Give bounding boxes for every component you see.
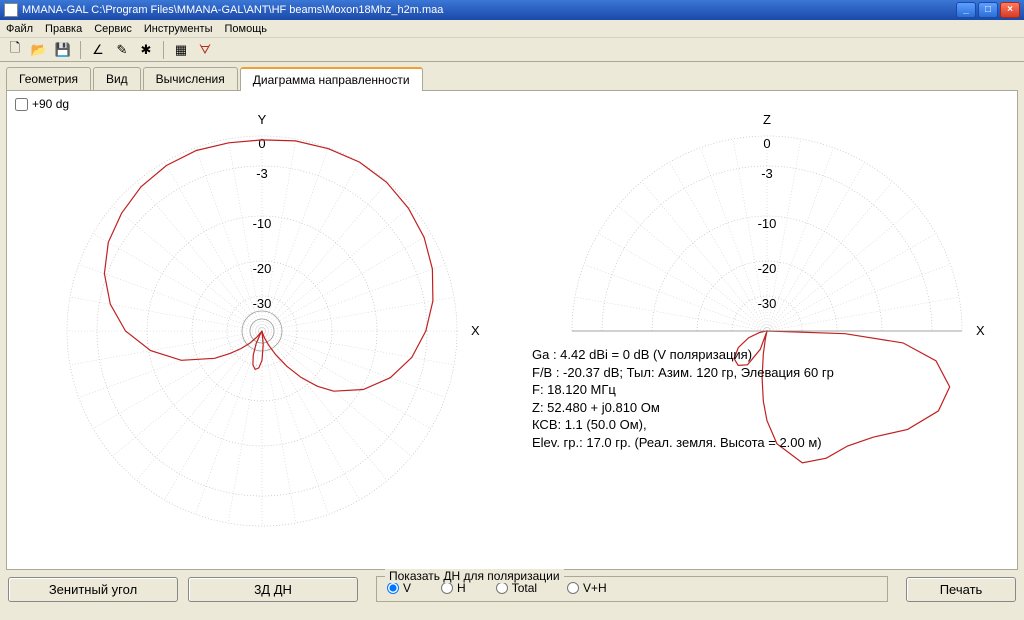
tab-bar: Геометрия Вид Вычисления Диаграмма напра… (0, 62, 1024, 90)
maximize-button[interactable]: □ (978, 2, 998, 18)
svg-text:0: 0 (258, 136, 265, 151)
tab-geometry[interactable]: Геометрия (6, 67, 91, 91)
tab-pattern[interactable]: Диаграмма направленности (240, 67, 423, 91)
pattern-canvas: 0 -3 -10 -20 -30 Y X 0 -3 -10 -20 -30 Z X (7, 91, 1017, 569)
info-swr: КСВ: 1.1 (50.0 Ом), (532, 416, 834, 434)
pol-v-label: V (403, 581, 411, 595)
svg-text:X: X (471, 323, 480, 338)
tool-edit-icon[interactable]: ✎ (113, 41, 131, 59)
window-title: MMANA-GAL C:\Program Files\MMANA-GAL\ANT… (22, 4, 956, 16)
open-file-icon[interactable]: 📂 (30, 41, 48, 59)
pol-total-label: Total (512, 581, 537, 595)
menu-tools[interactable]: Инструменты (144, 23, 213, 35)
close-button[interactable]: × (1000, 2, 1020, 18)
info-freq: F: 18.120 МГц (532, 381, 834, 399)
tool-settings-icon[interactable]: ✱ (137, 41, 155, 59)
svg-text:0: 0 (763, 136, 770, 151)
menu-edit[interactable]: Правка (45, 23, 82, 35)
pol-h-radio[interactable] (441, 582, 453, 594)
svg-text:-3: -3 (256, 166, 268, 181)
svg-text:-3: -3 (761, 166, 773, 181)
tab-view[interactable]: Вид (93, 67, 141, 91)
tool-chart-icon[interactable]: ᗊ (196, 41, 214, 59)
polarization-group: Показать ДН для поляризации V H Total V+… (376, 576, 888, 602)
pol-h-label: H (457, 581, 466, 595)
svg-text:-10: -10 (253, 216, 272, 231)
svg-text:-20: -20 (758, 261, 777, 276)
new-file-icon[interactable]: 🗋 (6, 41, 24, 59)
info-fb: F/B : -20.37 dB; Тыл: Азим. 120 гр, Элев… (532, 364, 834, 382)
svg-text:Y: Y (258, 112, 267, 127)
results-info: Ga : 4.42 dBi = 0 dB (V поляризация) F/B… (532, 346, 834, 451)
info-elev: Elev. гр.: 17.0 гр. (Реал. земля. Высота… (532, 434, 834, 452)
pol-vh-label: V+H (583, 581, 607, 595)
pol-vh-radio[interactable] (567, 582, 579, 594)
menu-help[interactable]: Помощь (224, 23, 267, 35)
content-panel: +90 dg 0 -3 -10 -20 -30 Y X 0 -3 -10 -20 -30 Z X Ga :… (6, 90, 1018, 570)
tool-angle-icon[interactable]: ∠ (89, 41, 107, 59)
plus90dg-label: +90 dg (32, 97, 69, 111)
svg-text:-30: -30 (758, 296, 777, 311)
menu-service[interactable]: Сервис (94, 23, 132, 35)
polarization-legend: Показать ДН для поляризации (385, 569, 564, 583)
toolbar-separator (80, 41, 81, 59)
menu-file[interactable]: Файл (6, 23, 33, 35)
tool-calc-icon[interactable]: ▦ (172, 41, 190, 59)
zenith-angle-button[interactable]: Зенитный угол (8, 577, 178, 602)
svg-text:X: X (976, 323, 985, 338)
bottom-bar: Зенитный угол 3Д ДН Показать ДН для поля… (0, 570, 1024, 608)
minimize-button[interactable]: _ (956, 2, 976, 18)
menu-bar: Файл Правка Сервис Инструменты Помощь (0, 20, 1024, 38)
pol-v-radio[interactable] (387, 582, 399, 594)
toolbar: 🗋 📂 💾 ∠ ✎ ✱ ▦ ᗊ (0, 38, 1024, 62)
3d-pattern-button[interactable]: 3Д ДН (188, 577, 358, 602)
info-z: Z: 52.480 + j0.810 Ом (532, 399, 834, 417)
pol-total-radio[interactable] (496, 582, 508, 594)
svg-text:Z: Z (763, 112, 771, 127)
info-gain: Ga : 4.42 dBi = 0 dB (V поляризация) (532, 346, 834, 364)
app-icon (4, 3, 18, 17)
svg-text:-30: -30 (253, 296, 272, 311)
svg-text:-20: -20 (253, 261, 272, 276)
tab-calc[interactable]: Вычисления (143, 67, 238, 91)
save-file-icon[interactable]: 💾 (54, 41, 72, 59)
print-button[interactable]: Печать (906, 577, 1016, 602)
window-titlebar: MMANA-GAL C:\Program Files\MMANA-GAL\ANT… (0, 0, 1024, 20)
svg-text:-10: -10 (758, 216, 777, 231)
toolbar-separator (163, 41, 164, 59)
plus90dg-checkbox[interactable] (15, 98, 28, 111)
